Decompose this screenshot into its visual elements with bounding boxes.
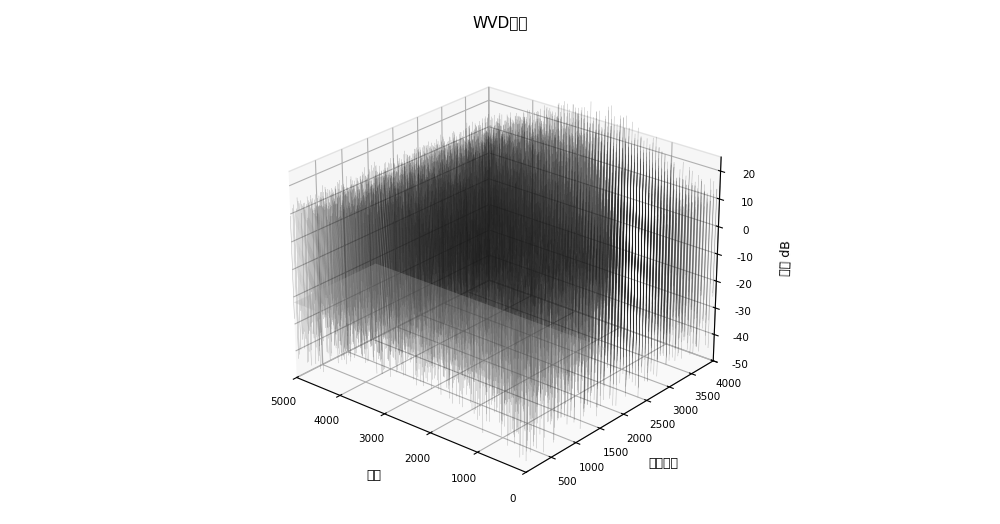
- Title: WVD分布: WVD分布: [472, 15, 528, 30]
- X-axis label: 频率: 频率: [366, 470, 381, 483]
- Y-axis label: 采样点数: 采样点数: [648, 457, 678, 470]
